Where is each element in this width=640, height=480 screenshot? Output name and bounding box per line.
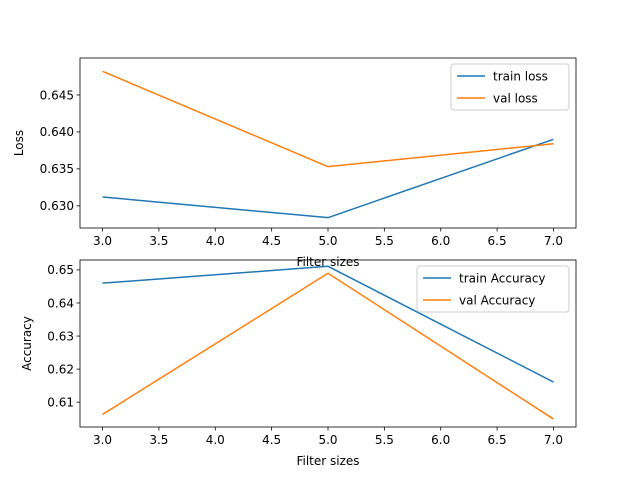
- accuracy-legend-label-1: train Accuracy: [459, 271, 546, 285]
- accuracy-y-tick-label: 0.62: [47, 362, 74, 376]
- accuracy-subplot: 3.0 3.5 4.0 4.5 5.0 5.5 6.0 6.5 7.0 0.61 0.62 0.63 0…: [20, 259, 577, 468]
- loss-series-line-1: [102, 138, 554, 219]
- accuracy-x-axis-label: Filter sizes: [296, 454, 359, 468]
- accuracy-x-tick-label: 4.0: [206, 433, 225, 447]
- loss-x-tick-label: 4.0: [206, 234, 225, 248]
- loss-y-tick-label: 0.640: [40, 125, 74, 139]
- accuracy-x-tick-label: 4.5: [262, 433, 281, 447]
- loss-x-tick-label: 5.0: [318, 234, 337, 248]
- accuracy-series-line-2: [102, 272, 554, 420]
- loss-x-tick-label: 6.0: [431, 234, 450, 248]
- loss-x-tick-label: 5.5: [375, 234, 394, 248]
- accuracy-x-tick-label: 5.5: [375, 433, 394, 447]
- accuracy-y-tick-label: 0.65: [47, 263, 74, 277]
- accuracy-y-axis-label: Accuracy: [20, 316, 34, 371]
- loss-y-tick-label: 0.645: [40, 88, 74, 102]
- loss-y-axis-label: Loss: [12, 130, 26, 156]
- accuracy-series-line-1: [102, 265, 554, 383]
- loss-legend: train loss val loss: [450, 63, 570, 111]
- loss-x-axis-label: Filter sizes: [296, 255, 359, 269]
- loss-series-line-2: [102, 70, 554, 168]
- accuracy-x-tick-label: 6.5: [488, 433, 507, 447]
- loss-subplot: 3.0 3.5 4.0 4.5 5.0 5.5 6.0 6.5 7.0 0.630 0.635 0.6…: [12, 57, 577, 269]
- accuracy-legend-label-2: val Accuracy: [459, 293, 535, 307]
- loss-x-tick-label: 6.5: [488, 234, 507, 248]
- accuracy-legend-box: [416, 265, 570, 313]
- accuracy-legend: train Accuracy val Accuracy: [416, 265, 570, 313]
- accuracy-y-tick-label: 0.63: [47, 329, 74, 343]
- loss-legend-label-1: train loss: [493, 69, 548, 83]
- loss-y-tick-label: 0.635: [40, 162, 74, 176]
- accuracy-y-tick-label: 0.61: [47, 395, 74, 409]
- accuracy-x-tick-label: 3.0: [93, 433, 112, 447]
- loss-x-tick-label: 3.5: [149, 234, 168, 248]
- accuracy-x-tick-label: 3.5: [149, 433, 168, 447]
- loss-x-tick-label: 7.0: [544, 234, 563, 248]
- loss-legend-label-2: val loss: [493, 91, 538, 105]
- loss-x-tick-label: 4.5: [262, 234, 281, 248]
- loss-x-tick-label: 3.0: [93, 234, 112, 248]
- accuracy-x-tick-label: 7.0: [544, 433, 563, 447]
- accuracy-y-tick-label: 0.64: [47, 296, 74, 310]
- accuracy-x-tick-label: 5.0: [318, 433, 337, 447]
- loss-y-tick-label: 0.630: [40, 199, 74, 213]
- accuracy-x-tick-label: 6.0: [431, 433, 450, 447]
